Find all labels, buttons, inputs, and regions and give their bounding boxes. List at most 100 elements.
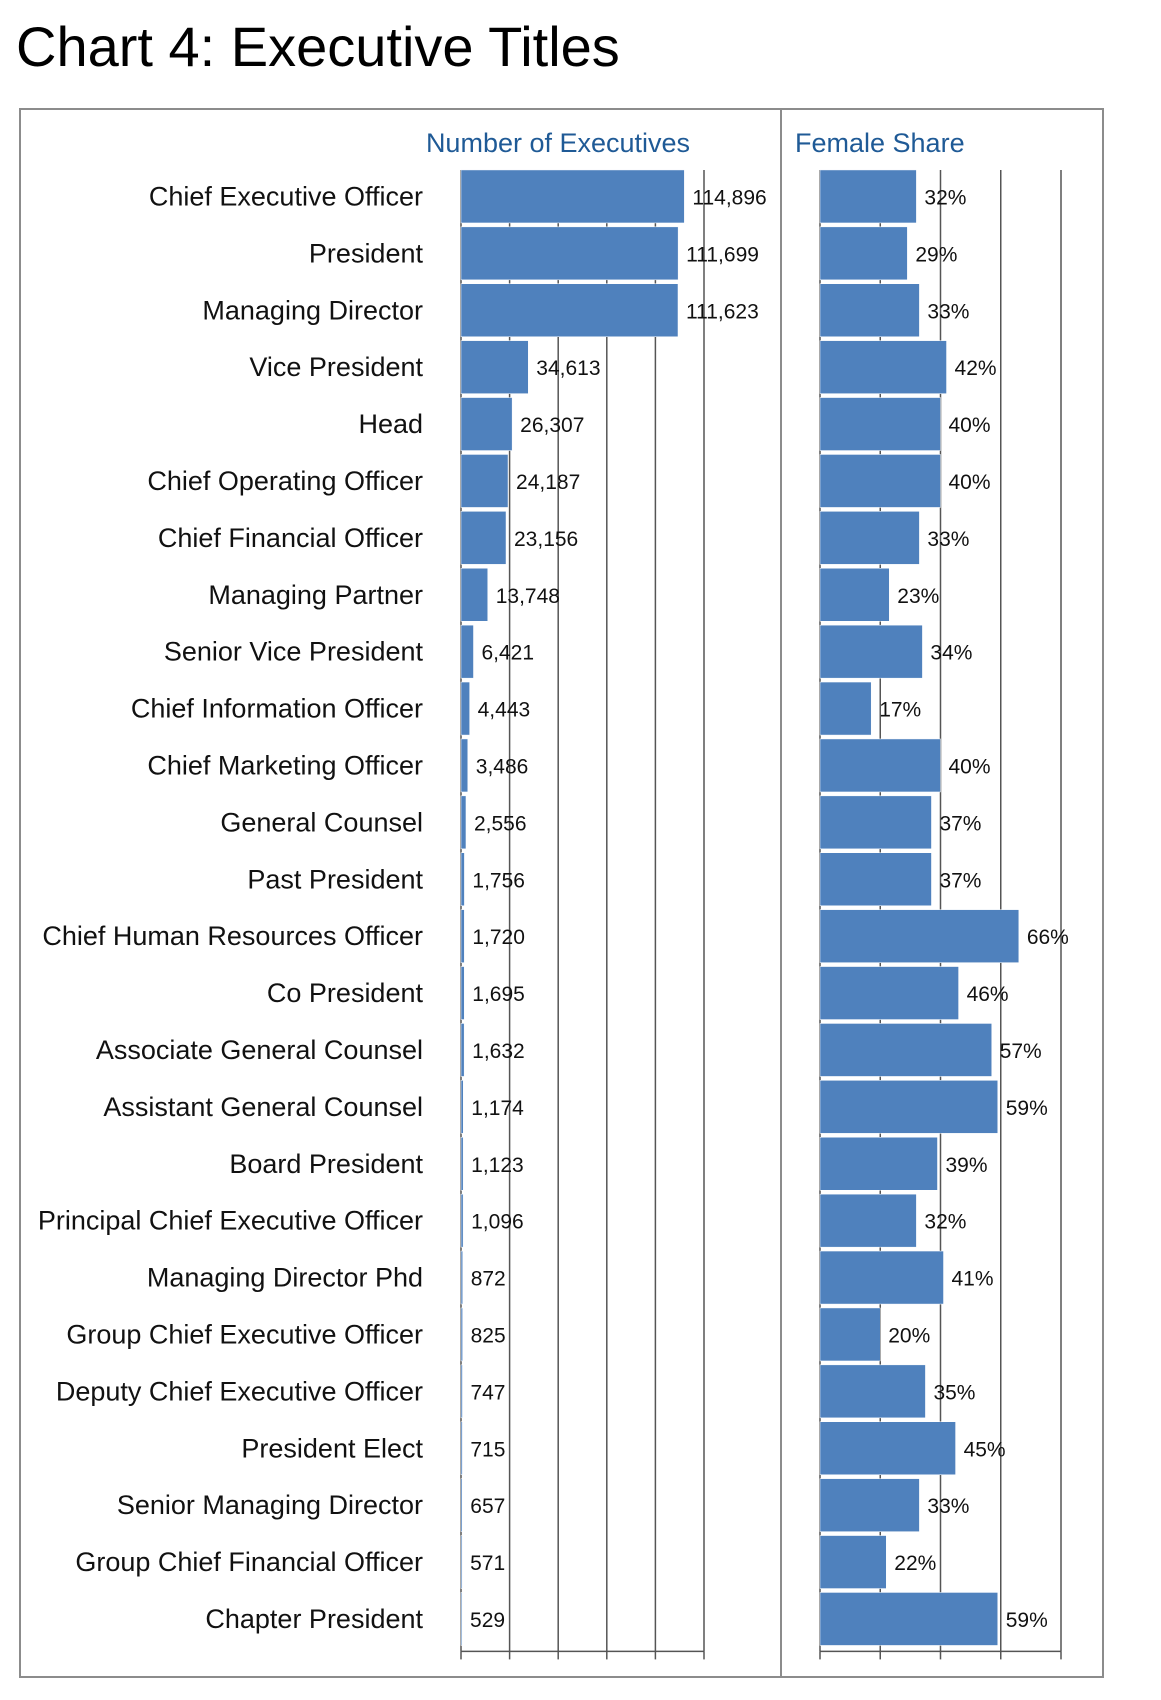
category-label: Associate General Counsel	[96, 1035, 423, 1065]
category-label: Past President	[247, 864, 423, 894]
female-share-bar	[819, 511, 920, 565]
executives-value-label: 825	[471, 1324, 506, 1347]
female-share-bar	[819, 397, 941, 451]
category-label: Senior Vice President	[164, 637, 424, 667]
executives-value-label: 4,443	[478, 699, 531, 722]
female-share-value-label: 33%	[927, 528, 969, 551]
executives-value-label: 747	[470, 1381, 505, 1404]
executives-value-label: 1,123	[471, 1154, 524, 1177]
female-share-value-label: 32%	[924, 186, 966, 209]
female-share-value-label: 34%	[930, 642, 972, 665]
chart-title: Chart 4: Executive Titles	[16, 15, 620, 78]
executives-value-label: 1,096	[471, 1211, 524, 1234]
female-share-bar	[819, 226, 908, 281]
female-share-value-label: 40%	[949, 755, 991, 778]
female-share-value-label: 23%	[897, 585, 939, 608]
category-label: Head	[358, 409, 423, 439]
executives-bar	[460, 1478, 463, 1532]
female-share-value-label: 41%	[952, 1268, 994, 1291]
category-label: President	[309, 238, 424, 268]
category-label: Chapter President	[205, 1604, 423, 1634]
female-share-bar	[819, 169, 917, 224]
female-share-value-label: 17%	[879, 699, 921, 722]
female-share-bar	[819, 738, 941, 793]
executives-value-label: 13,748	[496, 585, 560, 608]
female-share-value-label: 33%	[927, 300, 969, 323]
female-share-value-label: 45%	[964, 1438, 1006, 1461]
female-share-value-label: 39%	[945, 1154, 987, 1177]
executives-bar	[460, 1023, 465, 1077]
female-share-value-label: 33%	[927, 1495, 969, 1518]
female-share-bar	[819, 1023, 992, 1077]
female-share-bar	[819, 340, 947, 394]
executives-bar	[460, 624, 474, 679]
executives-value-label: 529	[470, 1609, 505, 1632]
executives-value-label: 24,187	[516, 471, 580, 494]
executives-bar	[460, 454, 509, 508]
female-share-bar	[819, 909, 1020, 963]
female-share-bar	[819, 1421, 956, 1475]
female-share-bar	[819, 1137, 938, 1191]
executives-bar	[460, 397, 513, 451]
category-label: Senior Managing Director	[117, 1490, 423, 1520]
executives-bar	[460, 1364, 463, 1419]
executives-value-label: 23,156	[514, 528, 578, 551]
female-share-bar	[819, 568, 890, 622]
executives-value-label: 2,556	[474, 812, 527, 835]
female-share-bar	[819, 1307, 881, 1362]
female-share-value-label: 42%	[955, 357, 997, 380]
female-share-value-label: 59%	[1006, 1097, 1048, 1120]
female-share-value-label: 40%	[949, 414, 991, 437]
female-share-value-label: 46%	[967, 983, 1009, 1006]
executives-bar	[460, 568, 488, 622]
female-share-value-label: 37%	[939, 812, 981, 835]
category-label: Group Chief Executive Officer	[66, 1319, 423, 1349]
executives-bar	[460, 1250, 463, 1305]
category-label: Group Chief Financial Officer	[75, 1547, 423, 1577]
executives-value-label: 715	[470, 1438, 505, 1461]
female-share-bar	[819, 795, 932, 850]
female-share-bar	[819, 454, 941, 508]
right-panel-header: Female Share	[795, 128, 965, 158]
executives-bar	[460, 169, 685, 224]
executives-value-label: 114,896	[692, 186, 766, 209]
female-share-value-label: 40%	[949, 471, 991, 494]
executives-value-label: 571	[470, 1552, 505, 1575]
category-label: Principal Chief Executive Officer	[38, 1206, 423, 1236]
executives-value-label: 6,421	[481, 642, 534, 665]
executives-bar	[460, 738, 469, 793]
category-label: Deputy Chief Executive Officer	[56, 1376, 423, 1406]
female-share-bar	[819, 852, 932, 906]
female-share-value-label: 66%	[1027, 926, 1069, 949]
female-share-bar	[819, 1193, 917, 1248]
executives-bar	[460, 511, 507, 565]
category-label: Managing Partner	[208, 580, 423, 610]
category-label: Chief Operating Officer	[147, 466, 423, 496]
executives-value-label: 872	[471, 1268, 506, 1291]
executives-bar	[460, 1535, 463, 1589]
female-share-bar	[819, 966, 959, 1020]
executives-value-label: 34,613	[536, 357, 600, 380]
category-label: Chief Human Resources Officer	[42, 921, 423, 951]
category-label: Co President	[267, 978, 424, 1008]
executives-value-label: 1,632	[472, 1040, 525, 1063]
chart-frame	[19, 108, 1104, 1678]
category-label: Vice President	[249, 352, 423, 382]
female-share-value-label: 29%	[915, 243, 957, 266]
category-label: Chief Financial Officer	[158, 523, 423, 553]
category-label: Managing Director Phd	[147, 1263, 423, 1293]
executives-bar	[460, 1421, 463, 1475]
executives-value-label: 1,720	[472, 926, 525, 949]
executives-bar	[460, 340, 529, 394]
left-panel-header: Number of Executives	[426, 128, 690, 158]
female-share-bar	[819, 1478, 920, 1532]
female-share-value-label: 22%	[894, 1552, 936, 1575]
female-share-bar	[819, 1535, 887, 1589]
category-label: Chief Marketing Officer	[147, 750, 423, 780]
executives-bar	[460, 1080, 464, 1134]
category-label: Managing Director	[202, 295, 423, 325]
executives-value-label: 657	[470, 1495, 505, 1518]
category-label: General Counsel	[220, 807, 423, 837]
executives-bar	[460, 1307, 463, 1362]
